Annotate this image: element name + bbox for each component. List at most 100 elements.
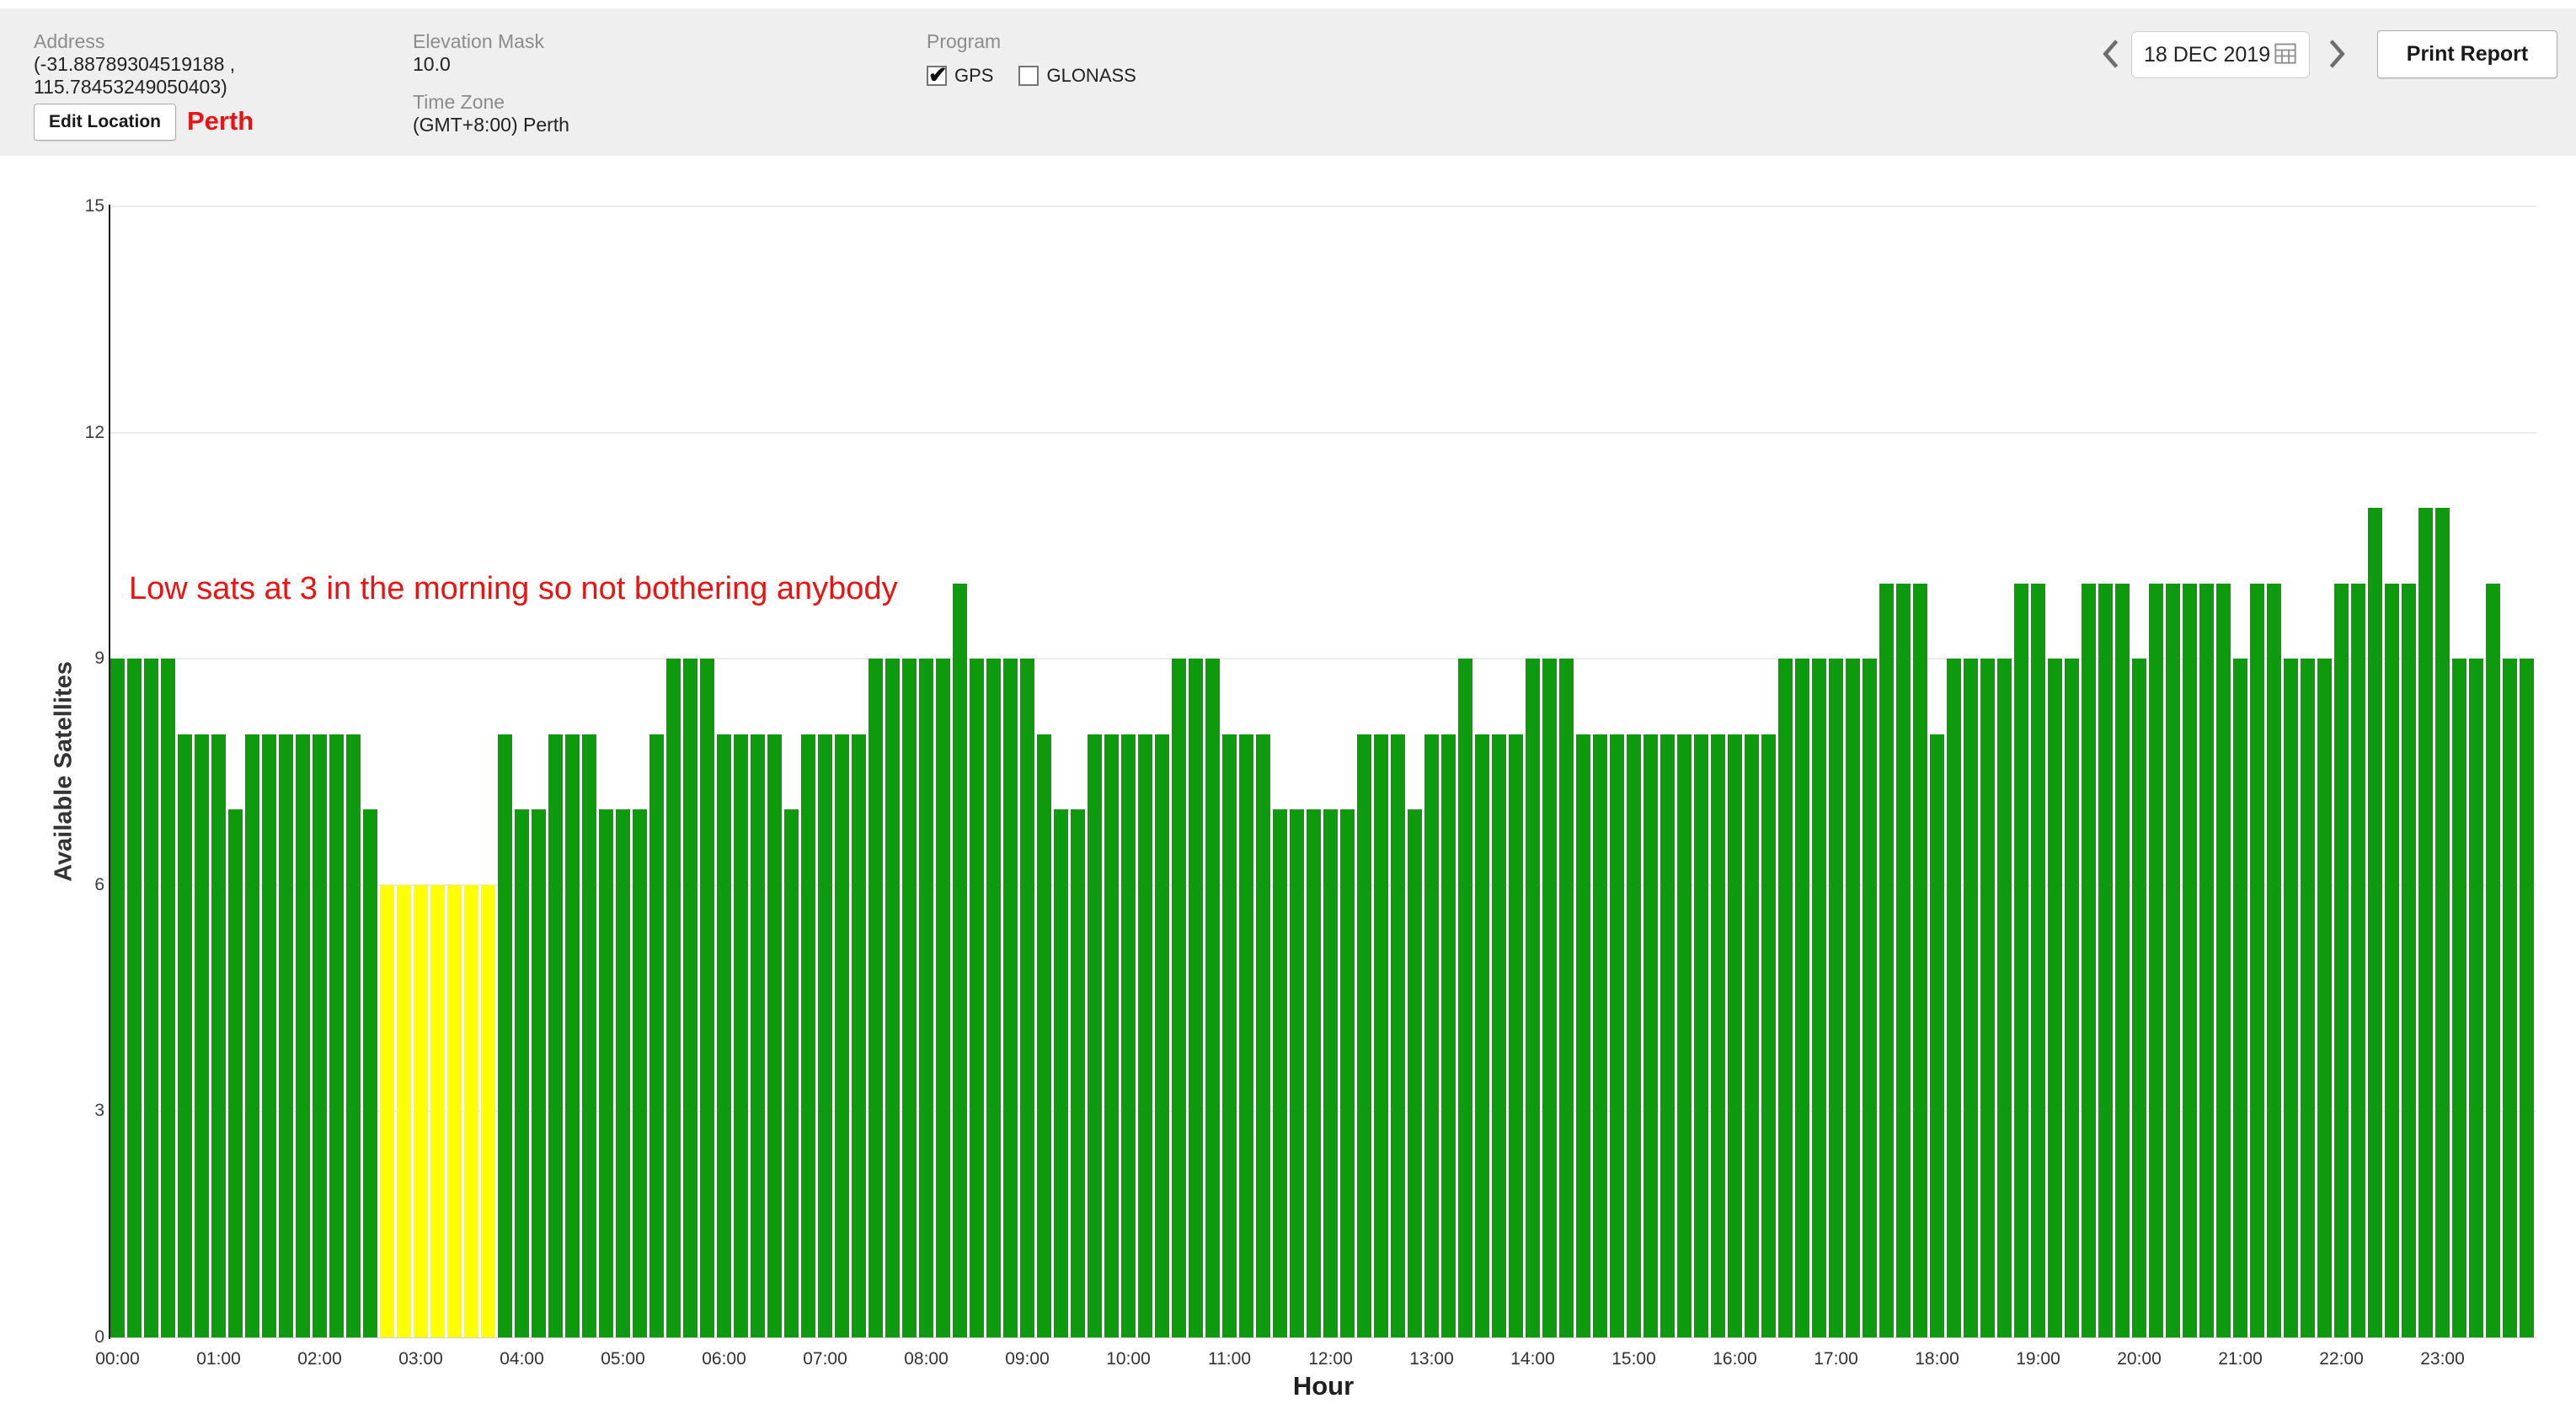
satellite-count-bar <box>1896 583 1911 1337</box>
gps-checkbox-label[interactable]: GPS <box>954 65 994 86</box>
chevron-right-icon <box>2327 38 2348 74</box>
chart-annotation: Low sats at 3 in the morning so not both… <box>129 571 898 606</box>
satellite-count-bar <box>1290 809 1304 1337</box>
satellite-count-bar <box>144 659 158 1337</box>
satellite-count-bar <box>801 734 815 1337</box>
satellite-count-bar <box>515 809 529 1337</box>
satellite-count-bar <box>1694 734 1708 1337</box>
satellite-count-bar <box>1997 659 2012 1337</box>
satellite-count-bar <box>2385 583 2399 1337</box>
gps-checkbox[interactable] <box>927 62 948 88</box>
satellite-count-bar <box>1172 659 1186 1337</box>
x-tick-label: 09:00 <box>1005 1349 1050 1369</box>
satellite-count-bar <box>346 734 361 1337</box>
date-value: 18 DEC 2019 <box>2144 42 2271 67</box>
y-tick-label: 0 <box>94 1327 104 1347</box>
x-tick-label: 19:00 <box>2016 1349 2060 1369</box>
satellite-count-bar <box>1846 659 1860 1337</box>
satellite-count-bar <box>1610 734 1624 1337</box>
satellite-count-bar <box>1475 734 1489 1337</box>
satellite-count-bar <box>1340 809 1355 1337</box>
satellite-count-bar <box>532 809 546 1337</box>
x-tick-label: 03:00 <box>398 1349 443 1369</box>
satellite-count-bar <box>1728 734 1742 1337</box>
calendar-icon[interactable] <box>2274 41 2297 69</box>
satellite-count-bar <box>1408 809 1422 1337</box>
satellite-count-bar <box>430 884 445 1337</box>
satellite-count-bar <box>1677 734 1692 1337</box>
satellite-count-bar <box>1155 734 1169 1337</box>
satellite-count-bar <box>2183 583 2197 1337</box>
satellite-count-bar <box>2402 583 2416 1337</box>
x-tick-label: 00:00 <box>95 1349 140 1369</box>
satellite-count-bar <box>262 734 276 1337</box>
satellite-count-bar <box>970 659 984 1337</box>
program-label: Program <box>927 30 1002 52</box>
chevron-left-icon <box>2100 38 2120 74</box>
x-tick-label: 13:00 <box>1409 1349 1454 1369</box>
satellite-count-bar <box>2418 508 2433 1337</box>
satellite-count-bar <box>1424 734 1439 1337</box>
satellite-count-bar <box>1913 583 1927 1337</box>
satellite-count-bar <box>1307 809 1321 1337</box>
satellite-count-bar <box>700 659 714 1337</box>
print-report-button[interactable]: Print Report <box>2377 30 2557 78</box>
glonass-checkbox-label[interactable]: GLONASS <box>1046 65 1136 86</box>
x-tick-label: 05:00 <box>601 1349 645 1369</box>
header-band: Address (-31.88789304519188 , 115.784532… <box>0 8 2576 156</box>
address-value-line2: 115.78453249050403) <box>34 76 227 98</box>
x-tick-label: 18:00 <box>1915 1349 1959 1369</box>
satellite-count-bar <box>2452 659 2466 1337</box>
satellite-count-bar <box>1930 734 1944 1337</box>
satellite-count-bar <box>633 809 647 1337</box>
y-axis-line <box>109 205 110 1339</box>
satellite-count-bar <box>380 884 394 1337</box>
satellite-count-bar <box>1509 734 1523 1337</box>
satellite-count-bar <box>2284 659 2298 1337</box>
satellite-count-bar <box>1643 734 1658 1337</box>
satellite-count-bar <box>683 659 697 1337</box>
glonass-checkbox[interactable] <box>1018 66 1039 86</box>
date-field[interactable]: 18 DEC 2019 <box>2131 31 2310 78</box>
previous-day-button[interactable] <box>2098 37 2123 74</box>
y-tick-label: 3 <box>94 1101 104 1121</box>
next-day-button[interactable] <box>2325 37 2350 74</box>
satellite-count-bar <box>464 884 478 1337</box>
satellite-count-bar <box>481 884 495 1337</box>
elevation-mask-label: Elevation Mask <box>413 30 544 52</box>
satellite-count-bar <box>734 734 748 1337</box>
satellite-count-bar <box>2368 508 2382 1337</box>
satellite-count-bar <box>1660 734 1675 1337</box>
satellite-count-bar <box>902 659 917 1337</box>
timezone-block: Time Zone (GMT+8:00) Perth <box>413 91 569 136</box>
satellite-count-bar <box>2098 583 2113 1337</box>
y-tick-label: 12 <box>84 422 104 442</box>
y-tick-label: 6 <box>94 874 104 894</box>
satellite-count-bar <box>835 734 849 1337</box>
satellite-count-bar <box>565 734 580 1337</box>
satellite-count-bar <box>2149 583 2163 1337</box>
satellite-count-bar <box>1374 734 1388 1337</box>
satellite-count-bar <box>2267 583 2281 1337</box>
satellite-count-bar <box>110 659 125 1337</box>
satellite-count-bar <box>498 734 512 1337</box>
satellite-count-bar <box>919 659 933 1337</box>
x-tick-label: 20:00 <box>2117 1349 2162 1369</box>
x-tick-label: 02:00 <box>297 1349 342 1369</box>
x-tick-label: 15:00 <box>1611 1349 1656 1369</box>
satellite-count-bar <box>2351 583 2365 1337</box>
program-block: Program GPS GLONASS <box>927 30 1162 88</box>
plot-area <box>110 205 2536 1337</box>
satellite-count-bar <box>414 884 428 1337</box>
satellite-count-bar <box>582 734 596 1337</box>
satellite-count-bar <box>885 659 900 1337</box>
x-tick-label: 04:00 <box>500 1349 544 1369</box>
satellite-count-bar <box>195 734 209 1337</box>
satellite-count-bar <box>1088 734 1102 1337</box>
satellite-count-bar <box>1964 659 1978 1337</box>
satellite-count-bar <box>1559 659 1574 1337</box>
satellite-count-bar <box>767 734 782 1337</box>
x-tick-label: 06:00 <box>702 1349 746 1369</box>
edit-location-button[interactable]: Edit Location <box>34 104 176 141</box>
satellite-count-bar <box>986 659 1001 1337</box>
